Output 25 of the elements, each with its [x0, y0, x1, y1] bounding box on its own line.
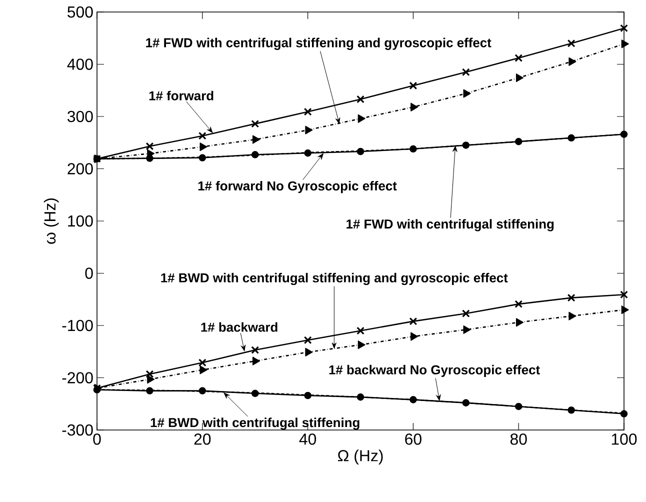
- annotation: 1# FWD with centrifugal stiffening and gyroscopic effect: [146, 38, 492, 50]
- y-tick-label: 400: [67, 58, 93, 70]
- y-axis-title: ω (Hz): [44, 198, 59, 244]
- annotation: 1# FWD with centrifugal stiffening: [346, 219, 554, 232]
- annotation: 1# forward No Gyroscopic effect: [198, 180, 397, 194]
- annotation: 1# forward: [149, 90, 214, 100]
- y-tick-label: -100: [62, 320, 93, 332]
- y-tick-label: -300: [62, 424, 93, 436]
- annotation: 1# backward No Gyroscopic effect: [329, 364, 540, 377]
- x-tick-label: 0: [93, 434, 101, 445]
- x-tick-label: 40: [299, 434, 316, 445]
- x-tick-label: 100: [612, 434, 637, 445]
- y-tick-label: -200: [62, 372, 93, 384]
- x-tick-label: 20: [194, 434, 211, 445]
- y-tick-label: 200: [68, 163, 93, 174]
- x-tick-label: 80: [510, 434, 527, 445]
- y-tick-label: 100: [68, 215, 93, 227]
- annotation: 1# backward: [201, 322, 278, 332]
- y-tick-label: 0: [85, 268, 93, 279]
- x-axis-title: Ω (Hz): [338, 450, 383, 464]
- x-tick-label: 60: [405, 434, 422, 445]
- y-tick-label: 500: [68, 6, 93, 18]
- annotation: 1# BWD with centrifugal stiffening: [150, 418, 360, 430]
- annotation: 1# BWD with centrifugal stiffening and gyroscopic effect: [161, 272, 508, 286]
- y-tick-label: 300: [68, 110, 93, 122]
